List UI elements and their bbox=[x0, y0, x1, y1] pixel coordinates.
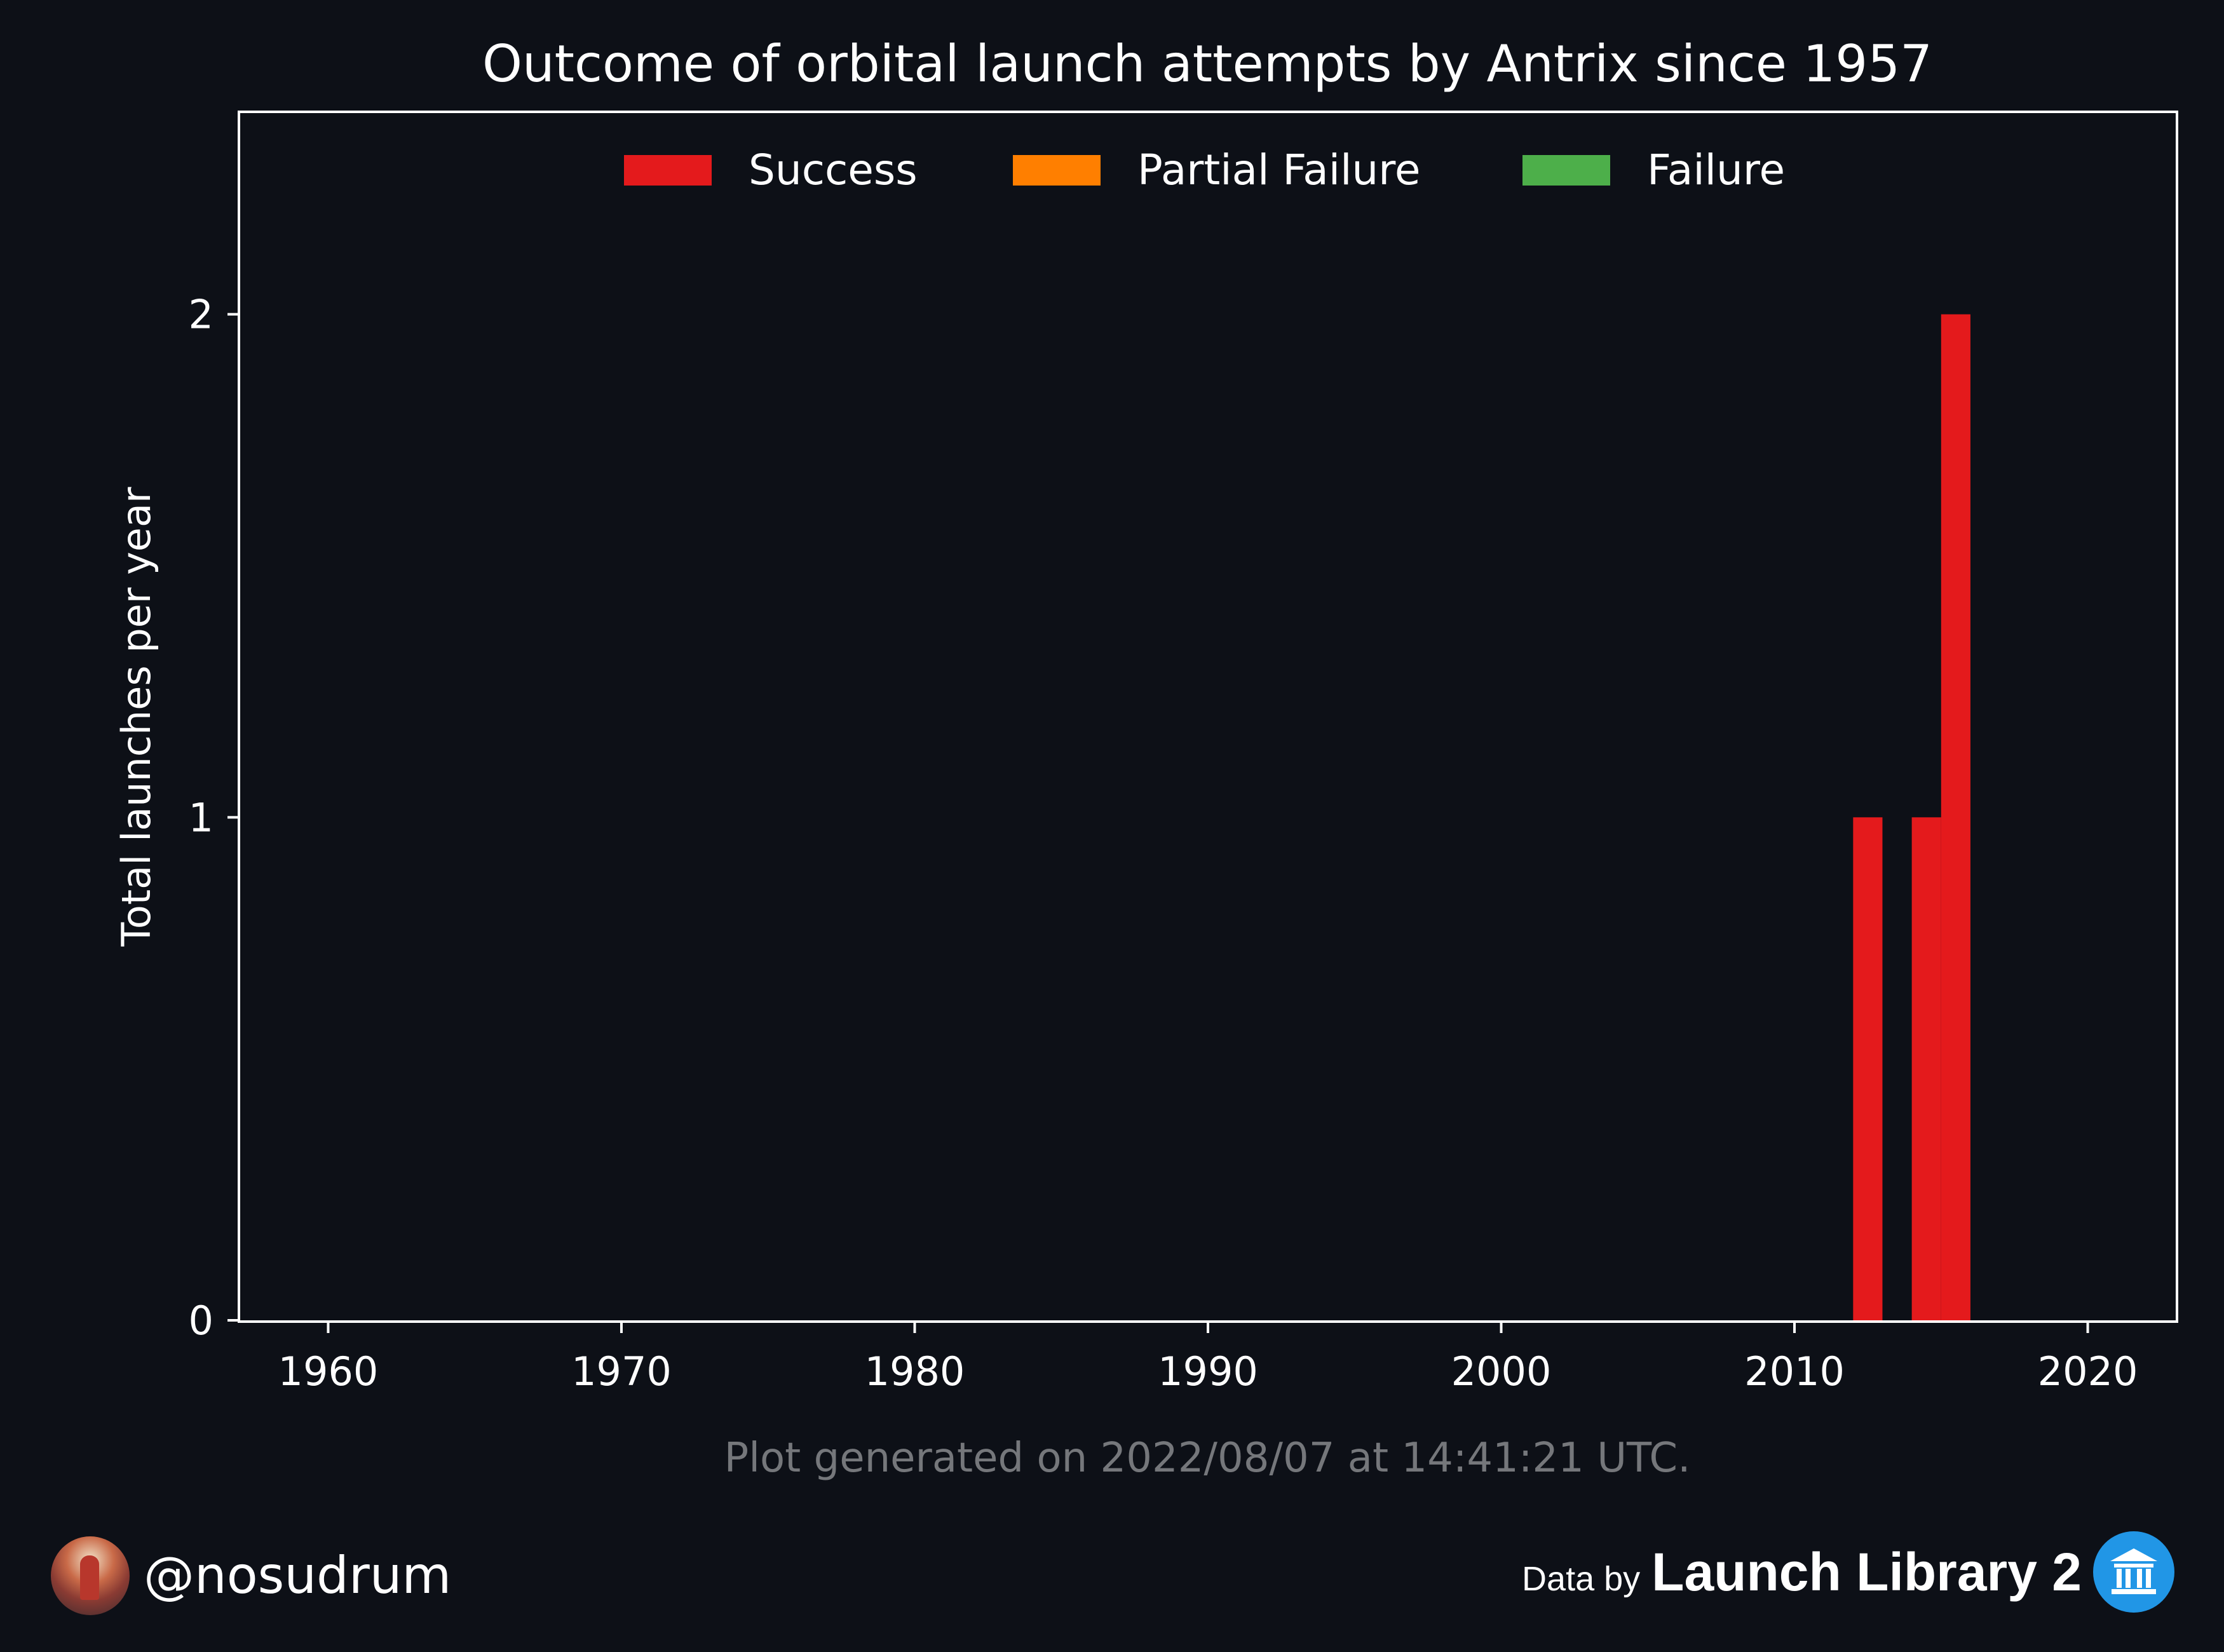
x-tick-label: 2020 bbox=[2038, 1348, 2138, 1395]
legend: Success Partial Failure Failure bbox=[624, 146, 1785, 194]
y-axis: 0 1 2 bbox=[189, 292, 239, 1344]
bars-layer bbox=[1853, 314, 1970, 1321]
legend-label: Success bbox=[749, 146, 918, 194]
plot-footnote: Plot generated on 2022/08/07 at 14:41:21… bbox=[724, 1435, 1691, 1482]
author-handle: @nosudrum bbox=[144, 1546, 452, 1605]
y-tick-label: 1 bbox=[189, 794, 214, 841]
chart-title: Outcome of orbital launch attempts by An… bbox=[482, 34, 1932, 93]
bar-success-2015 bbox=[1941, 314, 1970, 1321]
legend-swatch-partial-failure bbox=[1013, 155, 1101, 186]
x-axis: 1960 1970 1980 1990 2000 2010 2020 bbox=[278, 1322, 2138, 1395]
author-credit: @nosudrum bbox=[51, 1536, 451, 1615]
data-by-label: Data by bbox=[1522, 1560, 1641, 1598]
y-tick-label: 0 bbox=[189, 1297, 214, 1344]
x-tick-label: 2000 bbox=[1451, 1348, 1552, 1395]
bar-success-2012 bbox=[1853, 817, 1883, 1320]
x-tick-label: 1980 bbox=[865, 1348, 965, 1395]
y-tick-label: 2 bbox=[189, 292, 214, 338]
bar-success-2014 bbox=[1911, 817, 1941, 1320]
legend-swatch-failure bbox=[1522, 155, 1610, 186]
y-axis-label: Total launches per year bbox=[113, 487, 159, 947]
legend-label: Failure bbox=[1647, 146, 1785, 194]
x-tick-label: 2010 bbox=[1744, 1348, 1845, 1395]
x-tick-label: 1970 bbox=[571, 1348, 672, 1395]
x-tick-label: 1960 bbox=[278, 1348, 379, 1395]
launch-library-logo-icon bbox=[2093, 1531, 2174, 1613]
plot-area bbox=[238, 111, 2178, 1323]
avatar bbox=[51, 1536, 130, 1615]
data-source-credit: Data by Launch Library 2 bbox=[1522, 1531, 2174, 1613]
launch-library-name: Launch Library 2 bbox=[1651, 1541, 2082, 1602]
legend-label: Partial Failure bbox=[1137, 146, 1421, 194]
x-tick-label: 1990 bbox=[1158, 1348, 1258, 1395]
legend-swatch-success bbox=[624, 155, 712, 186]
